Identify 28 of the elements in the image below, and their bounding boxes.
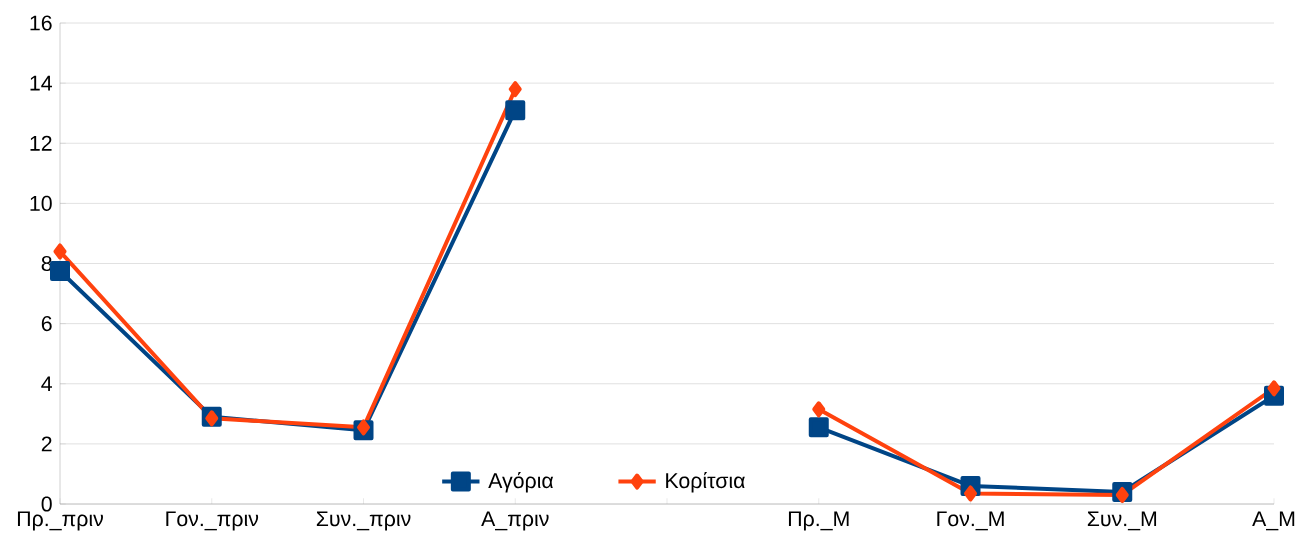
point [357, 419, 371, 436]
point [964, 485, 978, 502]
legend-label: Κορίτσια [666, 471, 745, 493]
y-tick-label: 16 [30, 15, 52, 31]
y-tick-label: 14 [30, 75, 52, 91]
point [508, 81, 522, 98]
x-tick-label: Α_πριν [481, 511, 549, 531]
y-tick-label: 2 [41, 436, 52, 452]
y-tick-label: 4 [41, 376, 52, 392]
point [1267, 380, 1281, 397]
y-tick-label: 6 [41, 316, 52, 332]
y-tick-label: 0 [41, 496, 52, 512]
y-tick-label: 10 [30, 195, 52, 211]
x-tick-label: Συν._Μ [1087, 511, 1157, 531]
point [812, 401, 826, 418]
x-tick-label: Συν._πριν [316, 511, 411, 531]
x-tick-label: Γον._Μ [937, 511, 1004, 531]
point [1115, 486, 1129, 503]
point [505, 100, 526, 121]
point [50, 261, 70, 282]
point [808, 417, 829, 438]
x-tick-label: Πρ._Μ [788, 511, 849, 531]
x-tick-label: Πρ._πριν [17, 511, 103, 531]
y-tick-label: 12 [30, 135, 52, 151]
x-tick-label: Γον._πριν [166, 511, 259, 531]
x-tick-label: Α_Μ [1252, 511, 1295, 531]
legend-label: Αγόρια [488, 471, 554, 493]
point [53, 243, 67, 260]
